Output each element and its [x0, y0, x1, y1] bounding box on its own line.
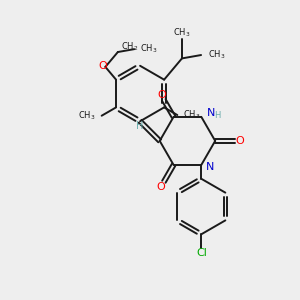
Text: CH$_3$: CH$_3$ [140, 43, 158, 56]
Text: N: N [206, 162, 214, 172]
Text: CH$_2$: CH$_2$ [121, 41, 138, 53]
Text: Cl: Cl [196, 248, 207, 258]
Text: H: H [136, 121, 144, 131]
Text: N: N [207, 108, 216, 118]
Text: CH$_3$: CH$_3$ [173, 27, 191, 39]
Text: CH$_3$: CH$_3$ [208, 49, 226, 61]
Text: O: O [98, 61, 107, 71]
Text: H: H [214, 111, 220, 120]
Text: O: O [157, 182, 165, 192]
Text: CH$_3$: CH$_3$ [78, 110, 96, 122]
Text: O: O [235, 136, 244, 146]
Text: CH$_3$: CH$_3$ [183, 109, 201, 121]
Text: O: O [158, 90, 166, 100]
